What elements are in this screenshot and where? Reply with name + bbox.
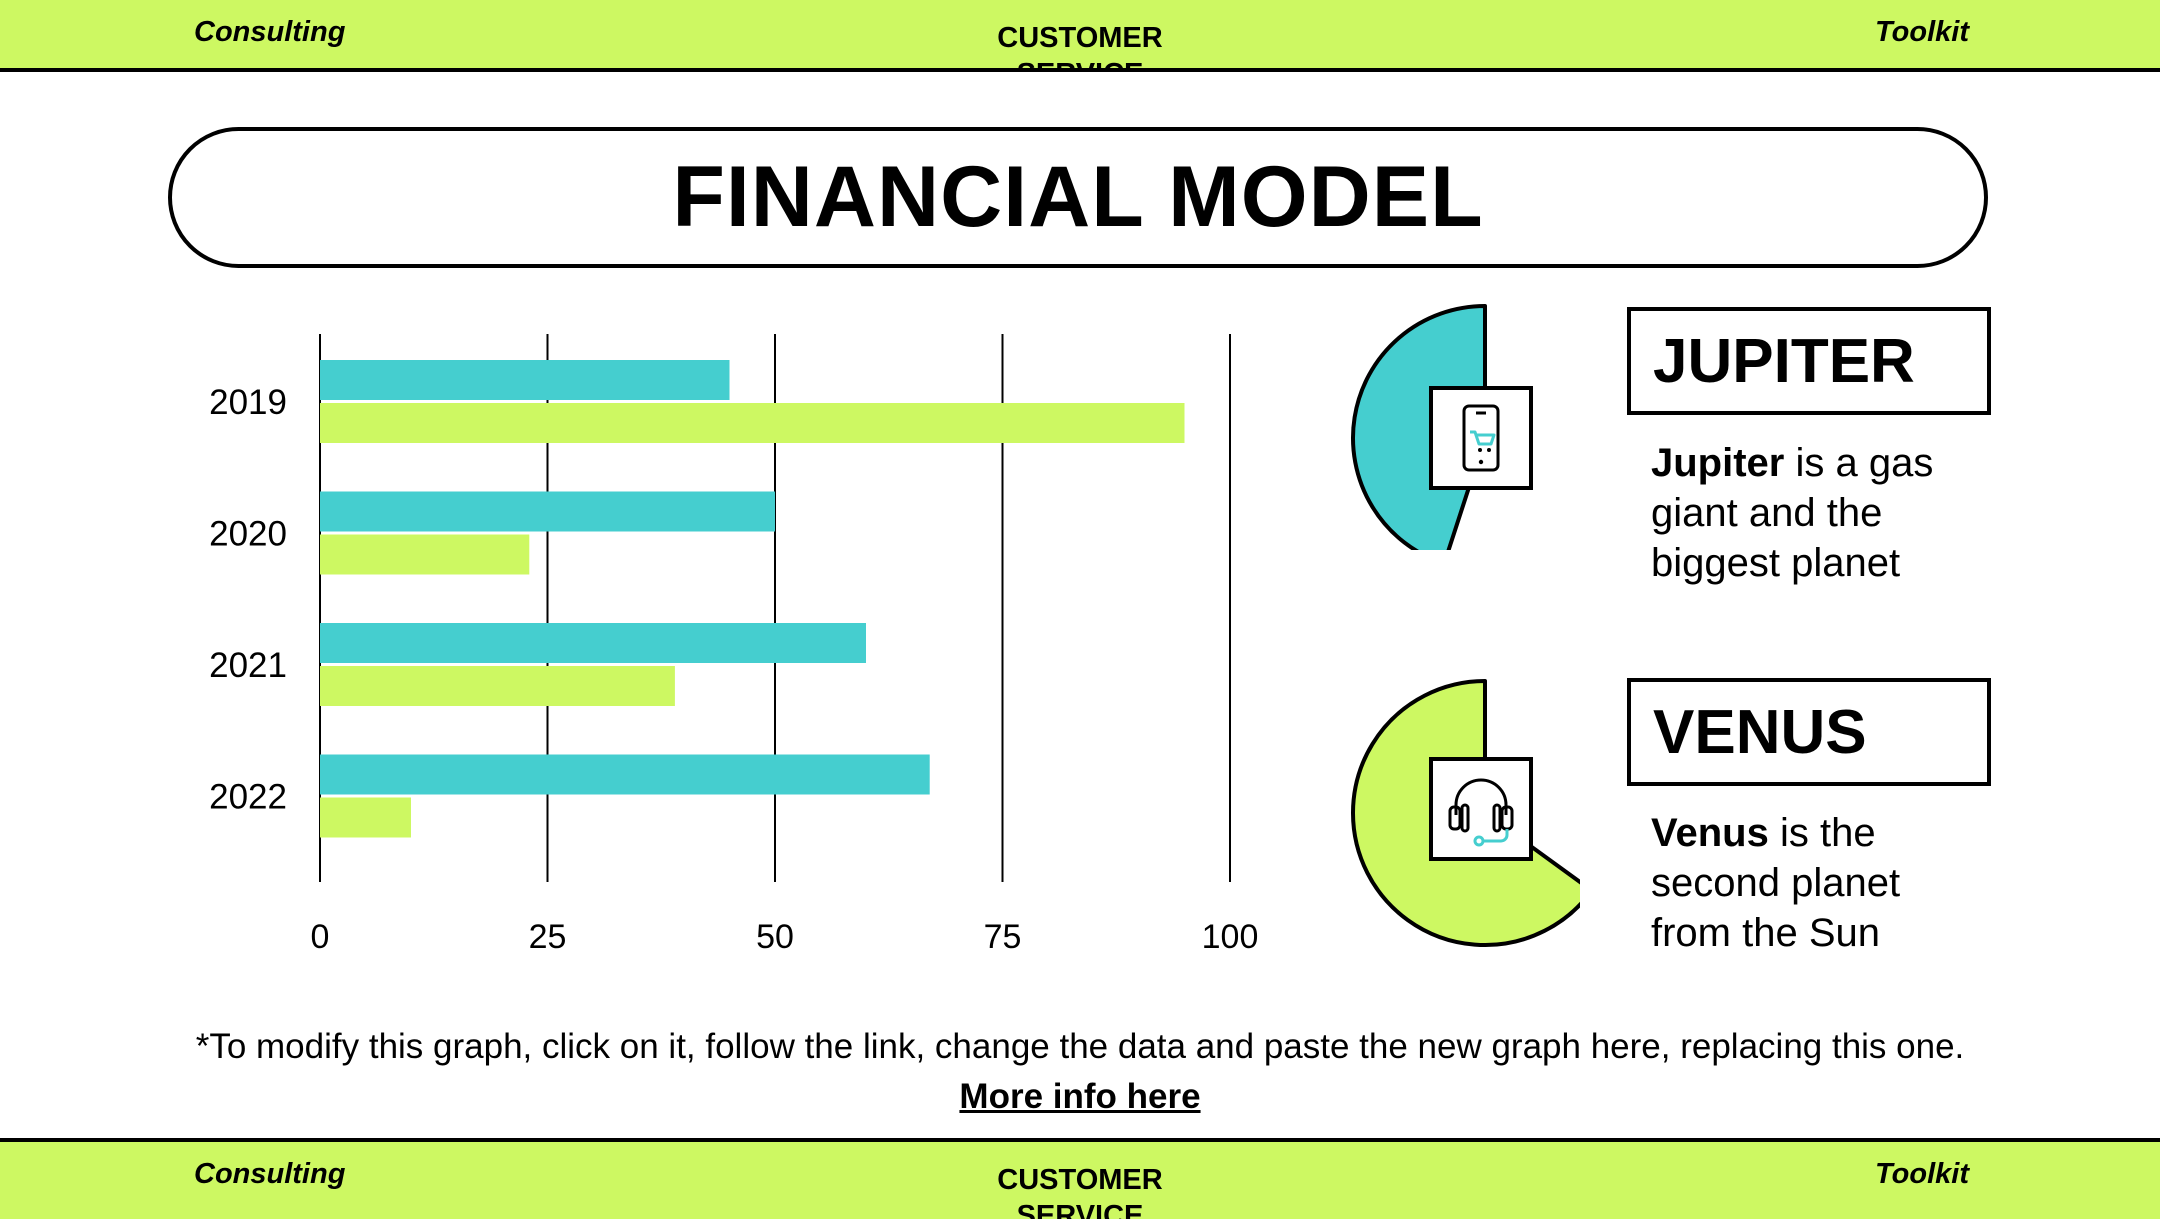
headset-icon bbox=[1448, 778, 1514, 847]
x-tick-label: 100 bbox=[1202, 918, 1259, 956]
header-right-text: Toolkit bbox=[1875, 16, 1969, 48]
bar-2020-1 bbox=[320, 491, 775, 532]
y-category-label: 2020 bbox=[209, 515, 287, 554]
x-tick-label: 50 bbox=[756, 918, 794, 956]
y-category-label: 2022 bbox=[209, 778, 287, 817]
footnote: *To modify this graph, click on it, foll… bbox=[160, 1022, 2000, 1122]
more-info-link[interactable]: More info here bbox=[959, 1077, 1201, 1116]
phone-cart-icon bbox=[1462, 404, 1500, 472]
bar-2021-2 bbox=[320, 666, 675, 706]
footnote-text: *To modify this graph, click on it, foll… bbox=[195, 1027, 1965, 1066]
header-center-text: CUSTOMER SERVICE bbox=[997, 22, 1163, 68]
venus-desc-rest: is the second planet from the Sun bbox=[1651, 811, 1901, 955]
header-band: Consulting CUSTOMER SERVICE Toolkit bbox=[0, 0, 2160, 72]
bar-2020-2 bbox=[320, 534, 530, 575]
footer-band: Consulting CUSTOMER SERVICE Toolkit bbox=[0, 1138, 2160, 1219]
title-pill: FINANCIAL MODEL bbox=[168, 127, 1988, 268]
jupiter-tag-label: JUPITER bbox=[1653, 326, 1915, 396]
venus-desc-bold: Venus bbox=[1651, 811, 1769, 855]
page-title: FINANCIAL MODEL bbox=[672, 149, 1484, 245]
footer-right-text: Toolkit bbox=[1875, 1158, 1969, 1190]
bar-2021-1 bbox=[320, 623, 866, 663]
jupiter-description: Jupiter is a gas giant and the biggest p… bbox=[1651, 438, 1971, 588]
bar-2022-2 bbox=[320, 797, 411, 838]
venus-description: Venus is the second planet from the Sun bbox=[1651, 808, 1971, 958]
jupiter-desc-rest: is a gas giant and the biggest planet bbox=[1651, 441, 1934, 585]
header-left-text: Consulting bbox=[194, 16, 346, 48]
venus-tag: VENUS bbox=[1627, 678, 1991, 786]
x-tick-label: 75 bbox=[984, 918, 1022, 956]
x-tick-label: 25 bbox=[529, 918, 567, 956]
jupiter-desc-bold: Jupiter bbox=[1651, 441, 1785, 485]
x-tick-label: 0 bbox=[311, 918, 330, 956]
jupiter-tag: JUPITER bbox=[1627, 307, 1991, 415]
footer-center-text: CUSTOMER SERVICE bbox=[997, 1164, 1163, 1219]
footer-left-text: Consulting bbox=[194, 1158, 346, 1190]
jupiter-icon-box bbox=[1429, 386, 1533, 490]
venus-icon-box bbox=[1429, 757, 1533, 861]
bar-chart[interactable]: 0 25 50 75 100 2019 2020 2021 2022 bbox=[180, 320, 1300, 970]
bar-2019-1 bbox=[320, 360, 730, 400]
bar-2019-2 bbox=[320, 403, 1185, 443]
y-category-label: 2021 bbox=[209, 646, 287, 685]
bar-2022-1 bbox=[320, 754, 930, 795]
y-category-label: 2019 bbox=[209, 383, 287, 422]
venus-tag-label: VENUS bbox=[1653, 697, 1867, 767]
